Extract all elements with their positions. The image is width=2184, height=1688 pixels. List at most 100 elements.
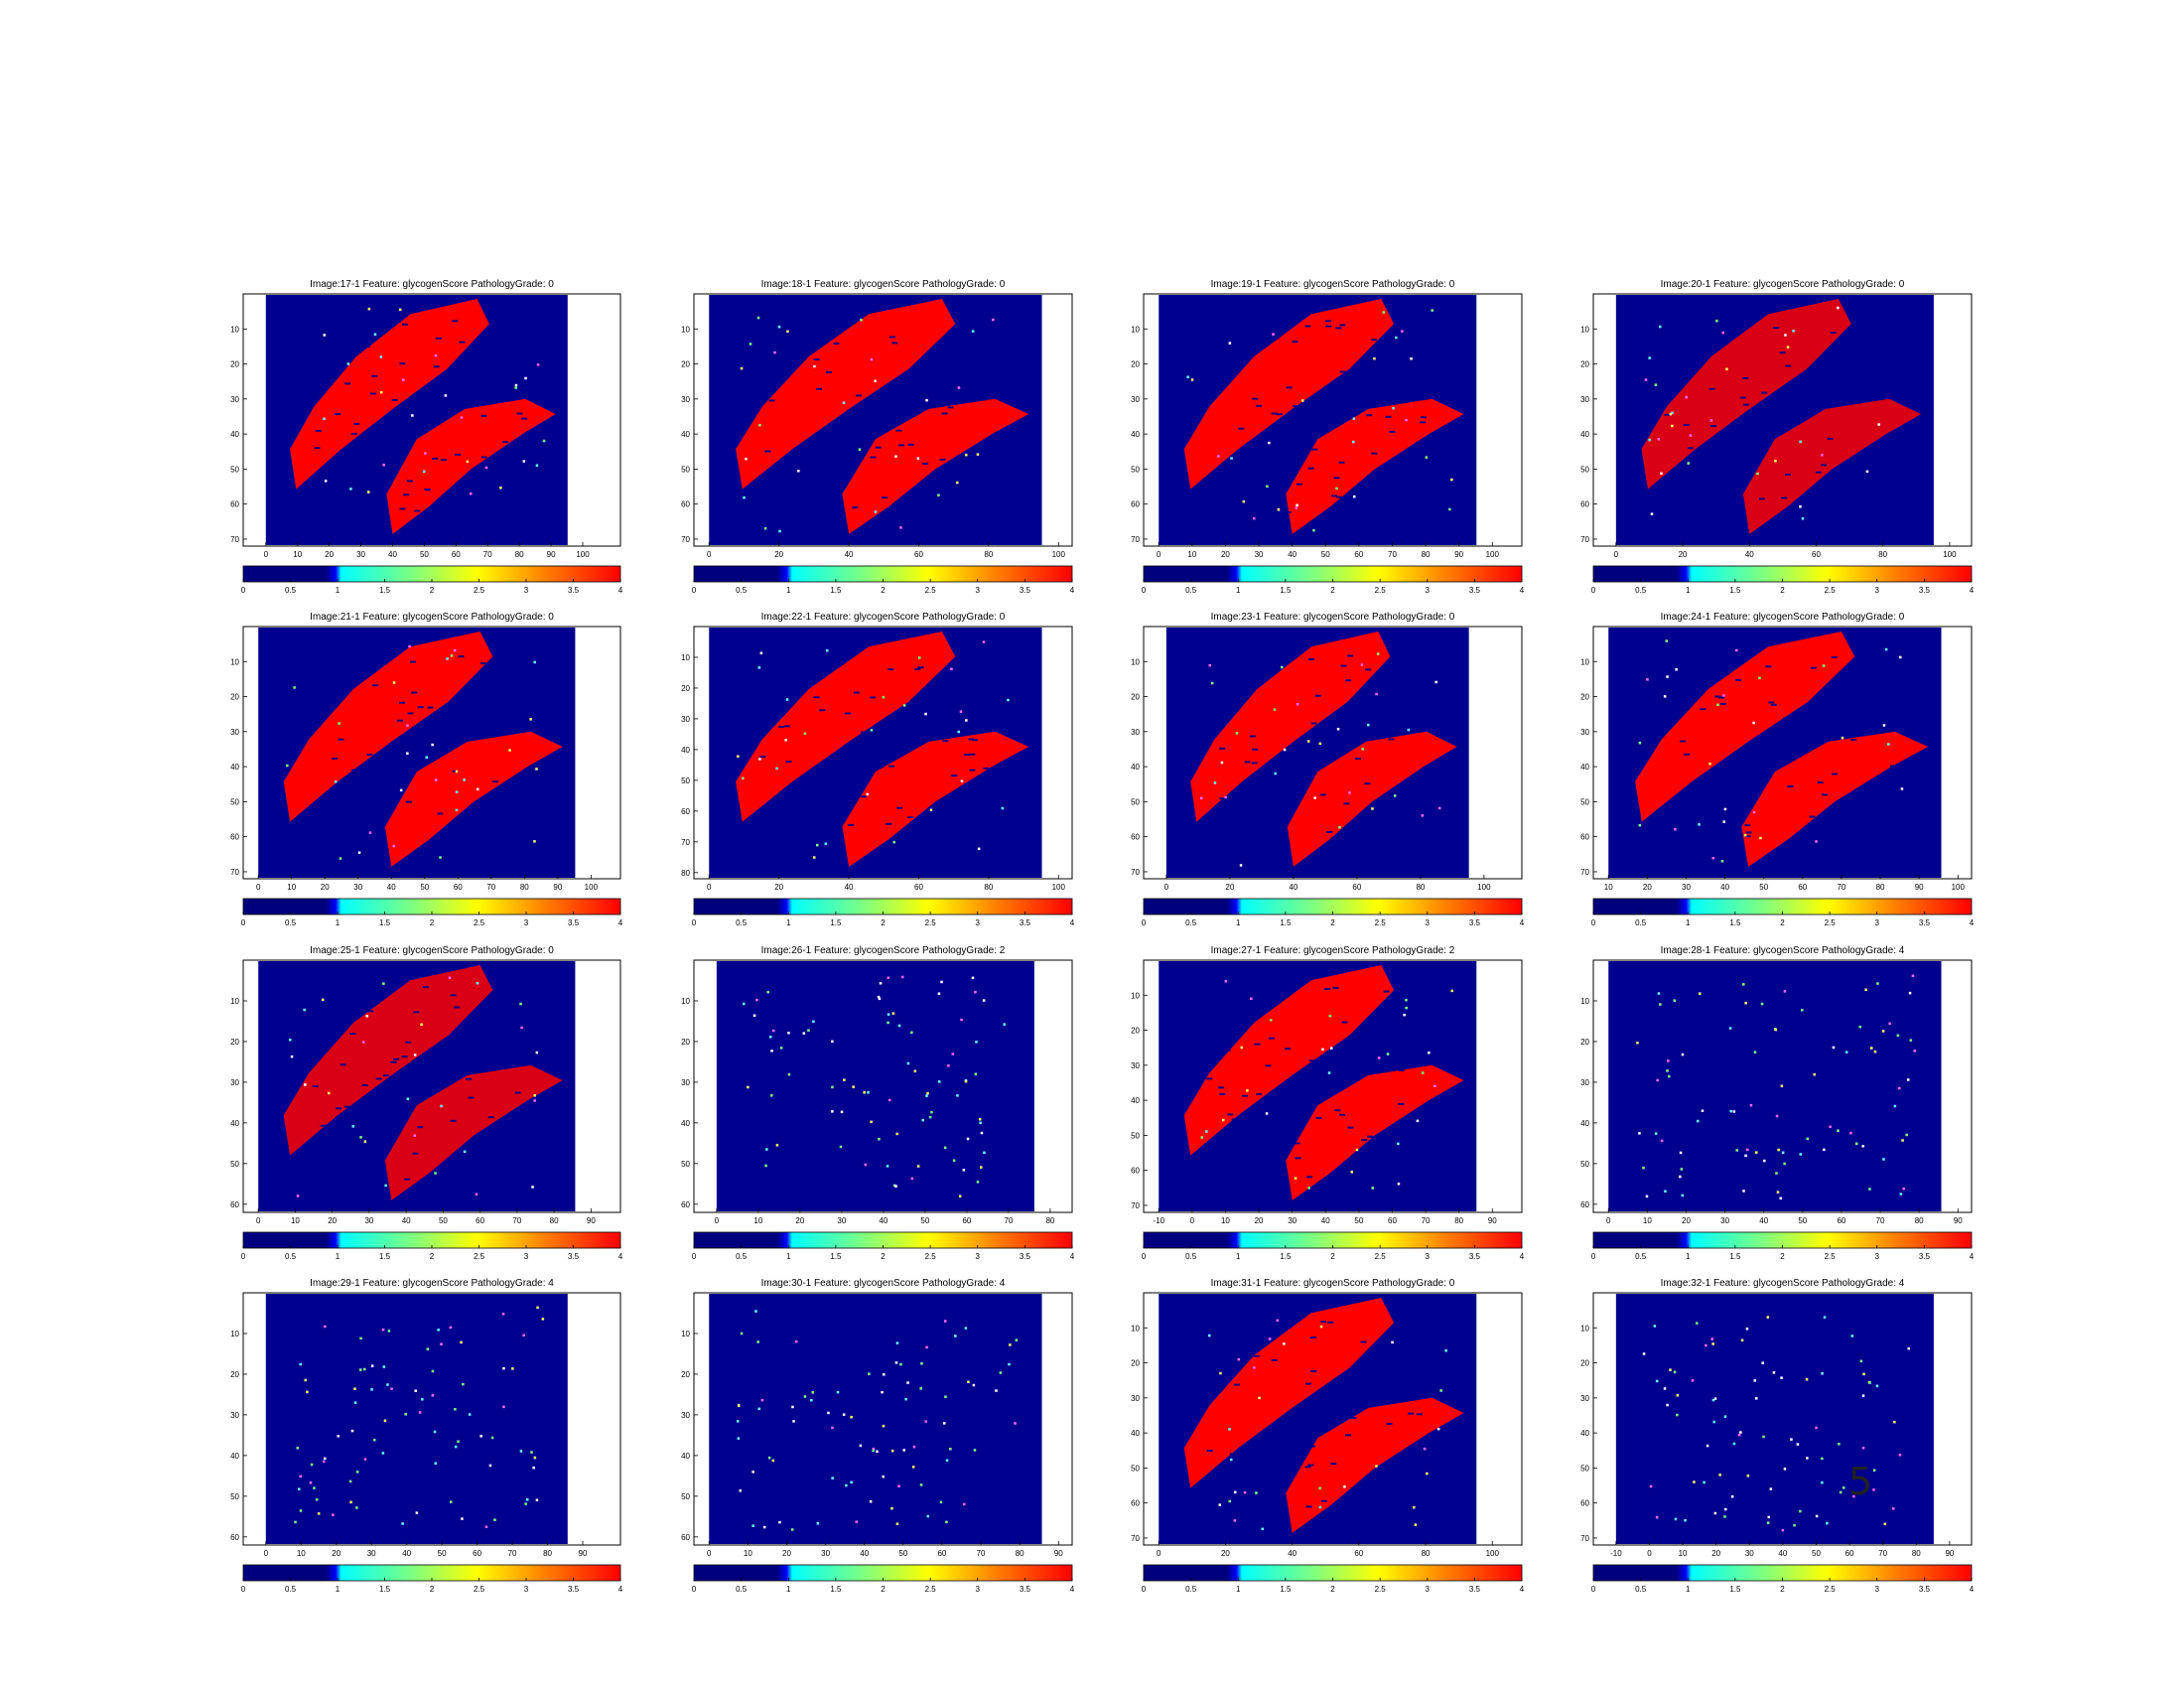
speckle (947, 406, 954, 409)
speckle (792, 1420, 795, 1423)
speckle (1713, 324, 1719, 327)
speckle (417, 706, 424, 709)
speckle (845, 1483, 848, 1487)
colorbar-tick-label: 1 (336, 1252, 341, 1261)
speckle (1716, 703, 1719, 707)
y-tick-label: 30 (1131, 1061, 1140, 1070)
speckle (1312, 528, 1315, 532)
colorbar-tick-label: 2.5 (925, 1252, 937, 1261)
y-tick-label: 20 (230, 360, 239, 369)
speckle (361, 1083, 368, 1086)
speckle (1420, 1000, 1427, 1003)
y-tick-label: 70 (1580, 1534, 1589, 1543)
speckle (891, 342, 898, 345)
x-tick-label: 40 (845, 883, 854, 892)
speckle (533, 1094, 536, 1097)
speckle (514, 1091, 521, 1094)
speckle (332, 758, 339, 761)
speckle (1320, 1321, 1327, 1324)
speckle (317, 1512, 321, 1515)
speckle (1765, 665, 1772, 668)
speckle (983, 1151, 986, 1155)
speckle (322, 1460, 326, 1464)
y-tick-label: 40 (681, 430, 690, 439)
speckle (508, 706, 515, 708)
speckle (519, 1450, 523, 1453)
tissue-region (1286, 1397, 1464, 1533)
speckle (399, 362, 406, 365)
speckle (863, 1091, 866, 1094)
speckle (1680, 740, 1687, 743)
speckle (1190, 378, 1194, 381)
speckle (882, 1424, 886, 1428)
speckle (1015, 1338, 1019, 1341)
speckle (878, 1138, 881, 1141)
speckle (1902, 1187, 1905, 1191)
speckle (1373, 356, 1376, 360)
speckle (531, 1186, 534, 1189)
speckle (477, 787, 479, 791)
speckle (399, 778, 406, 781)
speckle (1272, 1500, 1279, 1503)
speckle (743, 1002, 746, 1006)
x-tick-label: 60 (473, 1549, 481, 1558)
colorbar-tick-label: 1.5 (1280, 586, 1292, 595)
speckle (357, 851, 361, 854)
speckle (1431, 309, 1433, 312)
speckle (957, 730, 960, 734)
speckle (1267, 1477, 1274, 1479)
speckle (773, 383, 780, 386)
speckle (982, 640, 986, 643)
speckle (1335, 327, 1342, 330)
speckle (511, 708, 518, 711)
speckle (813, 856, 816, 859)
y-tick-label: 10 (1131, 991, 1140, 1000)
speckle (1371, 807, 1374, 810)
speckle (521, 1108, 528, 1111)
speckle (1335, 487, 1338, 491)
speckle (894, 1185, 897, 1188)
colorbar-tick-label: 2.5 (1825, 1585, 1837, 1594)
y-tick-label: 10 (230, 997, 239, 1006)
x-tick-label: 60 (1354, 1549, 1363, 1558)
speckle (943, 1422, 946, 1425)
speckle (1866, 487, 1873, 490)
x-tick-label: 80 (1045, 1216, 1054, 1225)
speckle (937, 493, 940, 496)
speckle (410, 660, 416, 663)
speckle (1837, 1129, 1840, 1132)
panel-title: Image:17-1 Feature: glycogenScore Pathol… (310, 279, 554, 290)
panel-7: Image:23-1 Feature: glycogenScore Pathol… (1131, 612, 1525, 927)
speckle (1766, 1521, 1770, 1524)
speckle (945, 1520, 948, 1524)
colorbar-tick-label: 3 (1875, 918, 1880, 927)
speckle (897, 1024, 901, 1028)
x-tick-label: 20 (325, 550, 334, 559)
speckle (1009, 1343, 1012, 1346)
speckle (1655, 1515, 1659, 1519)
speckle (1680, 1168, 1684, 1171)
speckle (1318, 1486, 1321, 1490)
speckle (1242, 654, 1249, 657)
y-tick-label: 70 (1131, 535, 1140, 544)
speckle (1374, 1167, 1381, 1170)
speckle (1849, 1131, 1852, 1135)
speckle (1336, 495, 1343, 498)
speckle (1304, 325, 1311, 328)
speckle (963, 1502, 966, 1506)
speckle (1292, 341, 1298, 344)
colorbar-tick-label: 2 (1330, 586, 1335, 595)
y-tick-label: 10 (1131, 657, 1140, 666)
speckle (431, 1369, 435, 1373)
speckle (353, 1387, 356, 1390)
speckle (762, 1525, 766, 1529)
speckle (811, 651, 818, 654)
speckle (289, 1039, 292, 1042)
speckle (382, 1074, 389, 1077)
x-tick-label: 20 (1221, 1549, 1230, 1558)
colorbar-tick-label: 2 (430, 1252, 435, 1261)
x-tick-label: 20 (795, 1216, 804, 1225)
speckle (1243, 1490, 1247, 1494)
x-tick-label: 0 (707, 550, 712, 559)
colorbar-tick-label: 2 (881, 1252, 886, 1261)
